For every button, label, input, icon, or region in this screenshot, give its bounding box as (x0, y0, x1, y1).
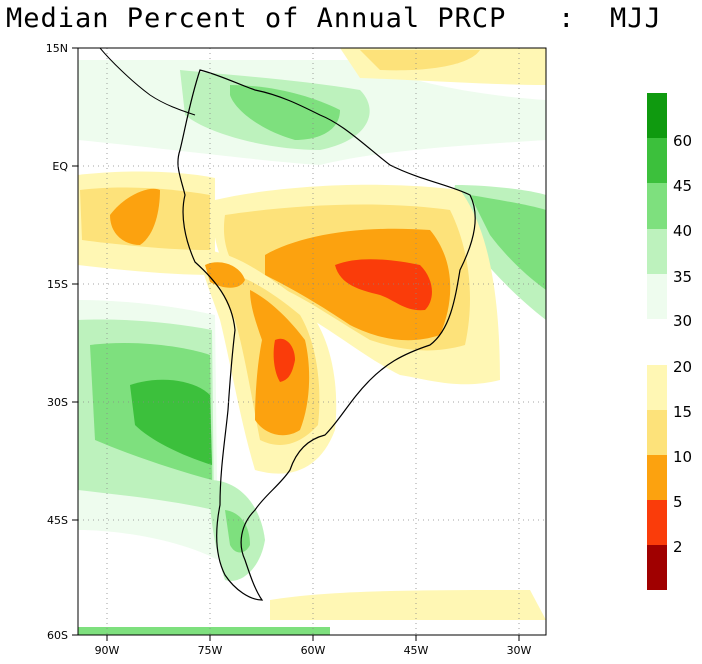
legend-wet: 60 45 40 35 30 (647, 93, 692, 330)
shaded-field (78, 48, 546, 635)
legend-label-30: 30 (673, 312, 692, 330)
lat-label-45s: 45S (47, 514, 68, 527)
legend-swatch-35 (647, 229, 667, 274)
legend-label-15: 15 (673, 403, 692, 421)
legend-label-40: 40 (673, 222, 692, 240)
pacific-wet-peak (130, 379, 212, 465)
legend-label-35: 35 (673, 268, 692, 286)
map-frame (77, 47, 547, 636)
lat-label-15n: 15N (46, 42, 68, 55)
legend-swatch-10 (647, 455, 667, 500)
legend-swatch-45 (647, 138, 667, 183)
north-dry-band-inner (360, 50, 480, 71)
legend-label-10: 10 (673, 448, 692, 466)
legend-swatch-40 (647, 183, 667, 229)
legend-swatch-15 (647, 410, 667, 455)
legend-wet-labels: 60 45 40 35 30 (673, 132, 692, 330)
brazil-dry-peak (335, 259, 432, 311)
lat-label-eq: EQ (52, 160, 68, 173)
legend-swatch-60 (647, 93, 667, 138)
legend-swatch-2 (647, 545, 667, 590)
patagonia-wet-mid (225, 510, 250, 553)
legend-swatch-30 (647, 274, 667, 319)
south-wet-band (78, 627, 330, 635)
legend-label-2: 2 (673, 538, 683, 556)
lon-label-60w: 60W (301, 644, 326, 657)
ticks (72, 47, 520, 641)
eq-dry-strong (110, 188, 160, 245)
lon-label-30w: 30W (507, 644, 532, 657)
lat-label-15s: 15S (47, 278, 68, 291)
south-dry-band (270, 590, 546, 620)
andes-dry-peak (273, 338, 295, 382)
lon-label-75w: 75W (198, 644, 223, 657)
lon-label-45w: 45W (404, 644, 429, 657)
north-wet-strong (230, 85, 340, 140)
lon-label-90w: 90W (95, 644, 120, 657)
atlantic-wet-mid (470, 195, 546, 290)
legend-label-60: 60 (673, 132, 692, 150)
legend-label-20: 20 (673, 358, 692, 376)
legend-label-45: 45 (673, 177, 692, 195)
graticule (78, 48, 546, 635)
central-america (99, 48, 196, 116)
legend-dry-labels: 20 15 10 5 2 (673, 358, 692, 556)
lat-label-30s: 30S (47, 396, 68, 409)
peru-dry-strong (205, 262, 245, 288)
legend-label-5: 5 (673, 493, 683, 511)
legend-dry: 20 15 10 5 2 (647, 358, 692, 590)
lat-labels: 15N EQ 15S 30S 45S 60S (46, 42, 69, 642)
coastline (99, 48, 476, 601)
lat-label-60s: 60S (47, 629, 68, 642)
legend-swatch-20 (647, 365, 667, 410)
lon-labels: 90W 75W 60W 45W 30W (95, 644, 532, 657)
legend-swatch-5 (647, 500, 667, 545)
south-america-outline (177, 69, 476, 601)
chart-title: Median Percent of Annual PRCP : MJJ (6, 3, 662, 34)
